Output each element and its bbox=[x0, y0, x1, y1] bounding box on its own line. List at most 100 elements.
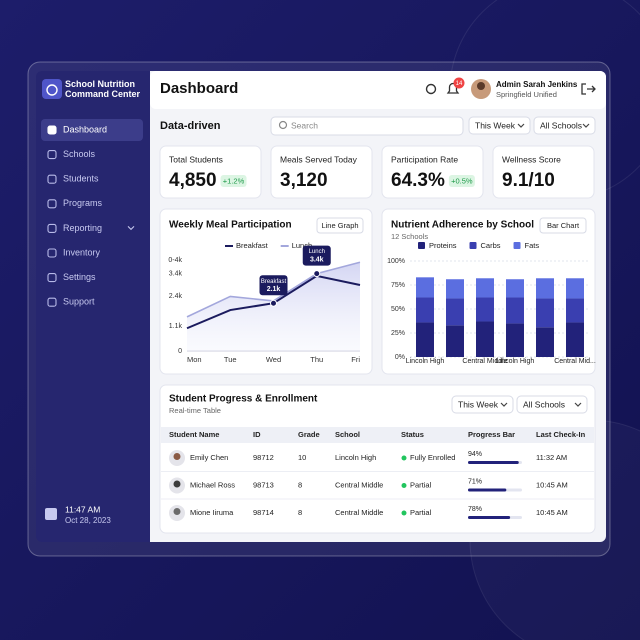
student-avatar-head bbox=[173, 508, 181, 515]
dropdown[interactable] bbox=[468, 116, 531, 135]
x-tick-label: Thu bbox=[310, 355, 323, 364]
bar-segment bbox=[476, 321, 494, 357]
bar-segment bbox=[566, 278, 584, 299]
nav-item[interactable]: Reporting bbox=[63, 223, 102, 233]
dropdown[interactable] bbox=[533, 116, 596, 135]
dropdown[interactable] bbox=[516, 395, 588, 414]
progress-label: 71% bbox=[468, 478, 482, 485]
nav-icon bbox=[47, 248, 57, 258]
dropdown-label: All Schools bbox=[540, 120, 582, 130]
nav-item[interactable]: Students bbox=[63, 174, 99, 184]
student-avatar-head bbox=[173, 453, 181, 460]
bar-segment bbox=[476, 278, 494, 298]
x-tick-label: Central Middle bbox=[462, 358, 507, 365]
chart-title: Weekly Meal Participation bbox=[169, 220, 292, 231]
section-label: Data-driven bbox=[160, 120, 221, 132]
dropdown-label: This Week bbox=[475, 120, 516, 130]
dropdown-label: This Week bbox=[458, 399, 499, 409]
nav-icon bbox=[47, 273, 57, 283]
legend-label: Proteins bbox=[429, 241, 457, 250]
status-dot bbox=[401, 483, 407, 488]
search-placeholder: Search bbox=[291, 120, 318, 130]
x-tick-label: Wed bbox=[266, 355, 281, 364]
column-header: Student Name bbox=[169, 430, 219, 439]
cell-name: Mione Iiruma bbox=[190, 508, 234, 517]
nav-active-bg bbox=[41, 119, 143, 141]
bar-segment bbox=[506, 297, 524, 324]
chevron bbox=[574, 402, 582, 407]
chevron bbox=[127, 226, 135, 231]
nav-item[interactable]: Settings bbox=[63, 272, 96, 282]
nav-icon bbox=[47, 150, 57, 160]
table-subtitle: Real-time Table bbox=[169, 406, 221, 415]
x-tick-label: Lincoln High bbox=[406, 358, 445, 365]
cell-grade: 8 bbox=[298, 508, 302, 517]
bar-segment bbox=[536, 327, 554, 357]
progress-label: 78% bbox=[468, 506, 482, 513]
logout-icon[interactable] bbox=[581, 83, 596, 95]
bar-segment bbox=[536, 278, 554, 299]
kpi-delta: +1.2% bbox=[223, 176, 245, 185]
nav-icon bbox=[47, 297, 57, 307]
kpi-label: Meals Served Today bbox=[280, 154, 358, 164]
column-header: ID bbox=[253, 430, 261, 439]
page-title: Dashboard bbox=[160, 80, 238, 97]
student-avatar-head bbox=[173, 480, 181, 488]
chart-type-label: Line Graph bbox=[321, 221, 358, 230]
progress-bar bbox=[468, 516, 511, 519]
cell-school: Lincoln High bbox=[335, 453, 376, 462]
nav-item[interactable]: Dashboard bbox=[63, 124, 107, 134]
x-tick-label: Lincoln High bbox=[496, 358, 535, 365]
legend-label: Lunch bbox=[292, 241, 312, 250]
point bbox=[270, 299, 277, 307]
nav-icon bbox=[47, 174, 57, 184]
legend-swatch bbox=[469, 242, 477, 249]
cell-id: 98714 bbox=[253, 508, 274, 517]
y-tick-label: 25% bbox=[391, 330, 405, 337]
nav-item[interactable]: Inventory bbox=[63, 247, 101, 257]
chevron bbox=[517, 123, 525, 128]
callout-value: 2.1k bbox=[267, 286, 281, 293]
column-header: Grade bbox=[298, 430, 320, 439]
nav-icon bbox=[47, 125, 57, 135]
y-tick-label: 2.4k bbox=[169, 293, 183, 300]
cell-name: Emily Chen bbox=[190, 453, 228, 462]
cell-status: Partial bbox=[410, 508, 432, 517]
nav-icon bbox=[47, 199, 57, 209]
chevron bbox=[500, 402, 508, 407]
cell-grade: 10 bbox=[298, 453, 306, 462]
chart-type-button[interactable] bbox=[316, 217, 364, 234]
nav-item[interactable]: Support bbox=[63, 297, 95, 307]
status-dot bbox=[401, 510, 407, 516]
legend-label: Breakfast bbox=[236, 241, 269, 250]
main-panel-edge bbox=[150, 71, 160, 542]
bar-segment bbox=[416, 277, 434, 298]
bar-segment bbox=[416, 297, 434, 323]
user-name: Admin Sarah Jenkins bbox=[496, 80, 578, 89]
chart-type-button[interactable] bbox=[539, 217, 587, 234]
callout-value: 3.4k bbox=[310, 256, 324, 263]
kpi-value: 9.1/10 bbox=[502, 170, 555, 191]
x-tick-label: Mon bbox=[187, 355, 202, 364]
bar-segment bbox=[506, 323, 524, 357]
table-title: Student Progress & Enrollment bbox=[169, 394, 318, 405]
legend-label: Fats bbox=[525, 241, 540, 250]
cell-school: Central Middle bbox=[335, 508, 383, 517]
cell-last-check-in: 10:45 AM bbox=[536, 480, 568, 489]
legend-label: Carbs bbox=[481, 241, 501, 250]
badge bbox=[453, 77, 465, 89]
calendar-icon bbox=[45, 508, 57, 520]
kpi-value: 64.3% bbox=[391, 170, 445, 191]
bar-segment bbox=[476, 297, 494, 322]
legend-swatch bbox=[513, 242, 521, 249]
x-tick-label: Fri bbox=[351, 355, 360, 364]
x-tick-label: Tue bbox=[224, 355, 237, 364]
search-box[interactable] bbox=[270, 116, 464, 136]
chart-title: Nutrient Adherence by School bbox=[391, 220, 534, 231]
nav-item[interactable]: Programs bbox=[63, 198, 103, 208]
cell-last-check-in: 10:45 AM bbox=[536, 508, 568, 517]
nav-item[interactable]: Schools bbox=[63, 149, 96, 159]
settings-icon[interactable] bbox=[425, 83, 437, 95]
cell-grade: 8 bbox=[298, 480, 302, 489]
dropdown[interactable] bbox=[451, 395, 514, 414]
